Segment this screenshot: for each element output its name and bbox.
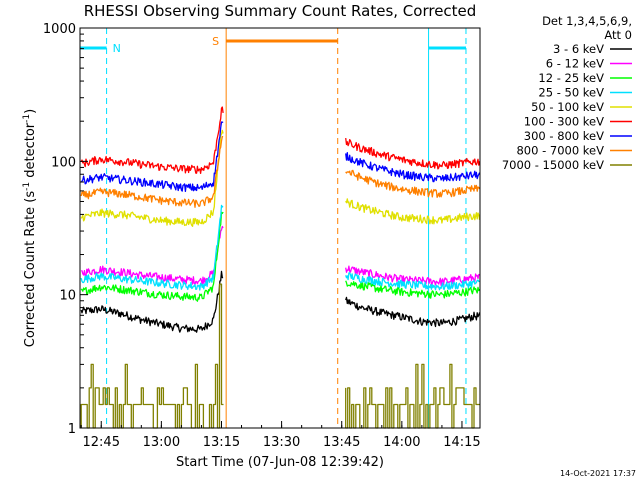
series-line-2 xyxy=(345,280,481,299)
saa-label: S xyxy=(212,35,219,48)
series-line-8 xyxy=(80,283,224,429)
y-tick-label: 100 xyxy=(51,155,76,170)
plot-area: NS xyxy=(79,28,481,429)
legend-label: 100 - 300 keV xyxy=(524,115,604,129)
series-line-1 xyxy=(345,265,480,287)
y-axis-label: Corrected Count Rate (s-1 detector-1) xyxy=(22,109,38,347)
night-label: N xyxy=(113,42,121,55)
y-tick-label: 1 xyxy=(68,422,76,437)
series-line-0 xyxy=(345,296,481,328)
series-line-2 xyxy=(80,211,224,302)
x-axis-label: Start Time (07-Jun-08 12:39:42) xyxy=(176,455,384,470)
series-line-7 xyxy=(80,135,224,208)
legend-label: 800 - 7000 keV xyxy=(516,144,604,158)
series-line-6 xyxy=(345,152,481,183)
x-axis: 12:45 13:00 13:15 13:30 13:45 14:00 14:15 xyxy=(80,421,481,450)
legend-label: 25 - 50 keV xyxy=(538,86,604,100)
plot-frame xyxy=(79,27,481,429)
chart-title: RHESSI Observing Summary Count Rates, Co… xyxy=(84,2,477,20)
legend-header-attenuator: Att 0 xyxy=(604,28,632,42)
series-line-0 xyxy=(80,270,224,333)
legend-label: 7000 - 15000 keV xyxy=(502,158,604,172)
series-line-1 xyxy=(81,225,224,286)
y-tick-label: 1000 xyxy=(43,22,76,37)
footer-date: 14-Oct-2021 17:37 xyxy=(560,469,636,478)
x-tick-label: 13:30 xyxy=(263,435,300,450)
legend-label: 6 - 12 keV xyxy=(546,57,604,71)
series-line-4 xyxy=(80,129,224,227)
x-tick-label: 13:15 xyxy=(203,435,240,450)
series-line-8 xyxy=(345,363,480,429)
x-tick-label: 13:45 xyxy=(323,435,360,450)
series-line-3 xyxy=(345,272,480,291)
series-line-5 xyxy=(345,138,481,170)
y-tick-label: 10 xyxy=(59,289,76,304)
series-line-4 xyxy=(345,198,481,225)
series-line-7 xyxy=(345,169,481,198)
series-line-3 xyxy=(80,204,224,291)
x-tick-label: 13:00 xyxy=(143,435,180,450)
legend-label: 50 - 100 keV xyxy=(531,100,604,114)
legend-label: 12 - 25 keV xyxy=(538,71,604,85)
x-tick-label: 14:15 xyxy=(443,435,480,450)
x-tick-label: 12:45 xyxy=(83,435,120,450)
legend-label: 3 - 6 keV xyxy=(553,42,604,56)
legend-header-detectors: Det 1,3,4,5,6,9, xyxy=(542,14,632,28)
series-line-6 xyxy=(80,121,224,193)
series-line-5 xyxy=(80,106,224,175)
x-tick-label: 14:00 xyxy=(383,435,420,450)
y-axis: 1 10 100 1000 xyxy=(43,22,88,437)
legend-label: 300 - 800 keV xyxy=(524,129,604,143)
